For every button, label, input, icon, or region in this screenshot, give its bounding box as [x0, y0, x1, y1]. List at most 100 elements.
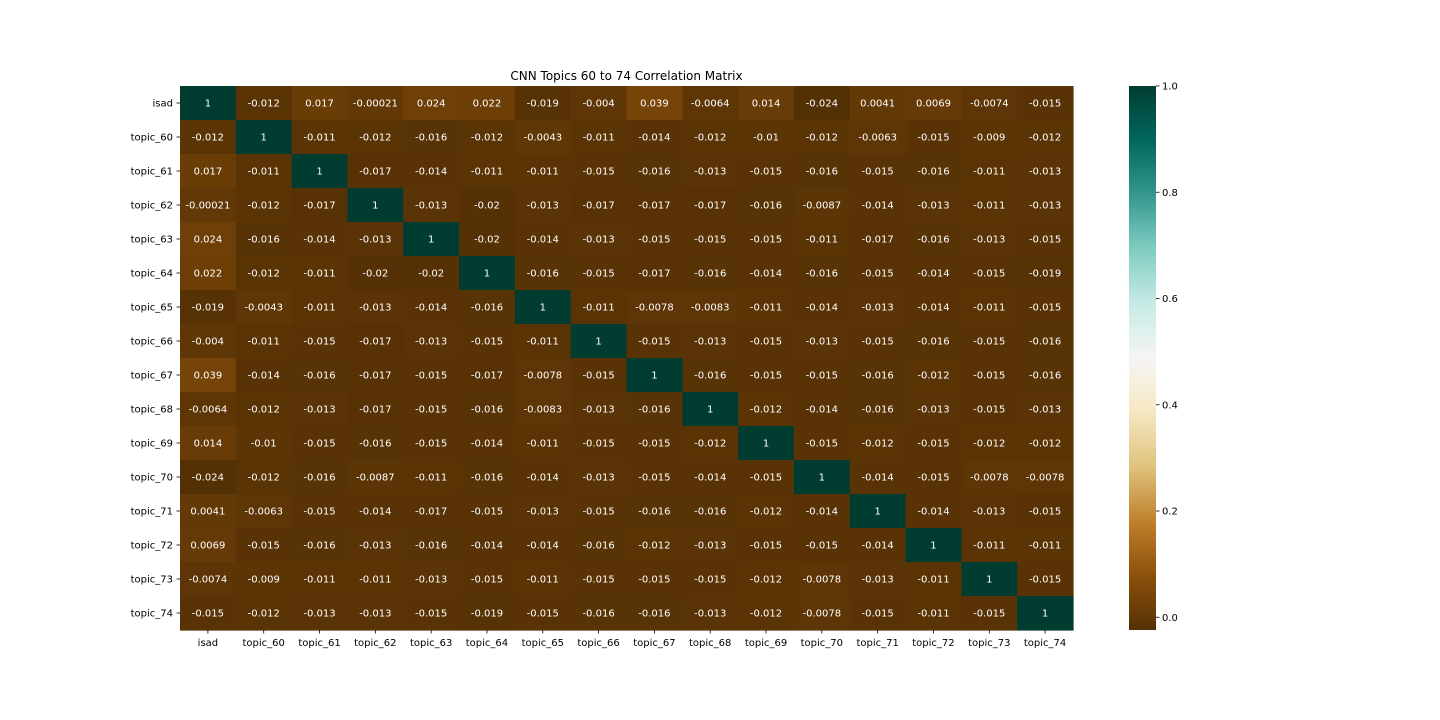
heatmap-cell — [905, 290, 962, 325]
heatmap-cell — [291, 222, 349, 257]
cell-value-label: -0.015 — [638, 235, 670, 246]
cell-value-label: -0.00021 — [353, 99, 398, 110]
x-tick-label: topic_72 — [912, 638, 954, 649]
cell-value-label: -0.011 — [582, 133, 614, 144]
heatmap-cell — [291, 494, 349, 529]
heatmap-cell — [793, 222, 851, 257]
cell-value-label: -0.019 — [527, 99, 559, 110]
cell-value-label: -0.013 — [862, 575, 894, 586]
heatmap-cell — [459, 324, 516, 359]
heatmap-cell — [793, 290, 851, 325]
cell-value-label: -0.013 — [303, 609, 335, 620]
heatmap-cell — [291, 562, 349, 597]
heatmap-cell — [905, 494, 962, 529]
cell-value-label: -0.015 — [638, 575, 670, 586]
cell-value-label: -0.011 — [415, 473, 447, 484]
heatmap-cell — [961, 596, 1018, 631]
heatmap-cell — [180, 120, 237, 155]
heatmap-cell — [570, 188, 628, 223]
heatmap-cell — [793, 188, 851, 223]
heatmap-cell — [459, 120, 516, 155]
heatmap-cell — [1017, 120, 1074, 155]
cell-value-label: -0.015 — [806, 371, 838, 382]
cell-value-label: -0.016 — [248, 235, 280, 246]
heatmap-cell — [459, 256, 516, 291]
heatmap-cell — [626, 460, 683, 495]
heatmap-cell — [570, 426, 628, 461]
heatmap-cell — [347, 256, 404, 291]
cell-value-label: -0.0074 — [189, 575, 228, 586]
heatmap-cell — [1017, 324, 1074, 359]
cell-value-label: -0.015 — [415, 405, 447, 416]
heatmap-cell — [1017, 562, 1074, 597]
cell-value-label: -0.015 — [582, 575, 614, 586]
heatmap-cell — [403, 562, 460, 597]
heatmap-cell — [403, 494, 460, 529]
heatmap-cell — [626, 358, 683, 393]
cell-value-label: -0.016 — [359, 439, 391, 450]
cell-value-label: -0.0063 — [244, 507, 283, 518]
heatmap-cell — [793, 460, 851, 495]
cell-value-label: -0.016 — [582, 541, 614, 552]
x-tick-label: topic_67 — [633, 638, 675, 649]
colorbar: 0.0 0.2 0.4 0.6 0.8 1.0 — [1129, 82, 1178, 630]
cell-value-label: -0.012 — [750, 575, 782, 586]
cell-value-label: -0.015 — [471, 507, 503, 518]
heatmap-cell — [235, 528, 293, 563]
cell-value-label: -0.016 — [471, 303, 503, 314]
cell-value-label: -0.0043 — [523, 133, 562, 144]
cell-value-label: -0.011 — [973, 541, 1005, 552]
heatmap-cell — [235, 222, 293, 257]
cell-value-label: -0.015 — [917, 439, 949, 450]
cell-value-label: 1 — [484, 269, 490, 280]
heatmap-cell — [235, 426, 293, 461]
colorbar-tick-label: 1.0 — [1162, 82, 1178, 93]
cell-value-label: -0.013 — [303, 405, 335, 416]
cell-value-label: -0.013 — [527, 507, 559, 518]
cell-value-label: 1 — [428, 235, 434, 246]
heatmap-cell — [1017, 494, 1074, 529]
cell-value-label: -0.0064 — [189, 405, 228, 416]
cell-value-label: -0.012 — [638, 541, 670, 552]
heatmap-cell — [570, 562, 628, 597]
cell-value-label: -0.014 — [359, 507, 391, 518]
cell-value-label: -0.011 — [582, 303, 614, 314]
heatmap-cell — [570, 324, 628, 359]
cell-value-label: -0.014 — [638, 133, 670, 144]
colorbar-gradient — [1129, 86, 1156, 630]
cell-value-label: -0.013 — [415, 337, 447, 348]
cell-value-label: -0.014 — [862, 473, 894, 484]
cell-value-label: 0.014 — [194, 439, 223, 450]
cell-value-label: -0.024 — [192, 473, 224, 484]
heatmap-cell — [570, 256, 628, 291]
cell-value-label: -0.014 — [527, 473, 559, 484]
cell-value-label: -0.017 — [359, 167, 391, 178]
cell-value-label: -0.012 — [248, 609, 280, 620]
cell-value-label: -0.015 — [806, 541, 838, 552]
heatmap-cell — [738, 86, 795, 121]
cell-value-label: -0.015 — [582, 439, 614, 450]
cell-value-label: -0.011 — [303, 269, 335, 280]
heatmap-cell — [849, 392, 907, 427]
heatmap-cell — [347, 120, 404, 155]
heatmap-cell — [514, 596, 572, 631]
heatmap-cell — [793, 358, 851, 393]
chart-title: CNN Topics 60 to 74 Correlation Matrix — [510, 69, 742, 83]
heatmap-cell — [403, 596, 460, 631]
cell-value-label: -0.012 — [248, 99, 280, 110]
colorbar-tick-label: 0.6 — [1162, 294, 1178, 305]
heatmap-cell — [626, 392, 683, 427]
heatmap-cell — [849, 596, 907, 631]
cell-value-label: 1 — [707, 405, 713, 416]
heatmap-cell — [961, 154, 1018, 189]
heatmap-cell — [626, 188, 683, 223]
heatmap-cell — [793, 562, 851, 597]
heatmap-cell — [235, 562, 293, 597]
y-tick-label: topic_62 — [131, 201, 173, 212]
heatmap-cell — [459, 460, 516, 495]
heatmap-cell — [403, 154, 460, 189]
heatmap-cell — [961, 460, 1018, 495]
cell-value-label: -0.014 — [415, 303, 447, 314]
cell-value-label: -0.012 — [750, 609, 782, 620]
colorbar-tick-label: 0.0 — [1162, 613, 1178, 624]
